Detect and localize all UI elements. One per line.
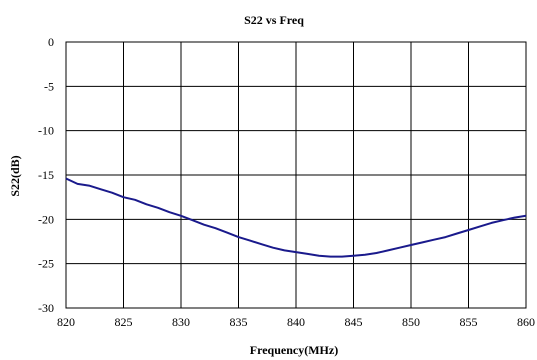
y-tick-label: -5 — [44, 79, 54, 93]
y-tick-label: -30 — [38, 301, 54, 315]
x-tick-label: 845 — [345, 315, 363, 329]
chart-title: S22 vs Freq — [244, 13, 304, 27]
y-tick-labels: 0 -5 -10 -15 -20 -25 -30 — [38, 35, 54, 315]
x-tick-label: 860 — [517, 315, 535, 329]
x-tick-label: 830 — [172, 315, 190, 329]
x-tick-label: 825 — [115, 315, 133, 329]
y-tick-label: -10 — [38, 124, 54, 138]
x-axis-title: Frequency(MHz) — [250, 343, 338, 357]
y-tick-label: -15 — [38, 168, 54, 182]
grid — [65, 41, 527, 309]
series-line — [65, 177, 527, 258]
y-tick-label: -25 — [38, 257, 54, 271]
x-tick-labels: 820 825 830 835 840 845 850 855 860 — [57, 315, 535, 329]
y-tick-label: 0 — [48, 35, 54, 49]
x-tick-label: 835 — [230, 315, 248, 329]
y-tick-label: -20 — [38, 212, 54, 226]
plot-area — [65, 41, 527, 309]
x-tick-label: 855 — [460, 315, 478, 329]
x-tick-label: 850 — [402, 315, 420, 329]
y-axis-title: S22(dB) — [8, 155, 22, 196]
x-tick-label: 820 — [57, 315, 75, 329]
x-tick-label: 840 — [287, 315, 305, 329]
series-layer — [65, 177, 527, 258]
